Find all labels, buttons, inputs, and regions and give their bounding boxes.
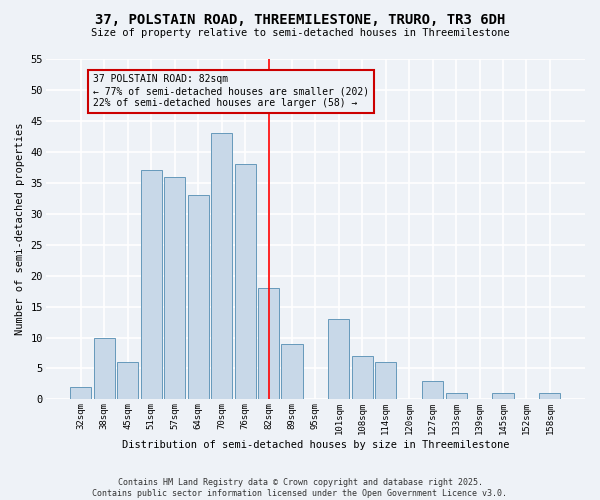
Y-axis label: Number of semi-detached properties: Number of semi-detached properties (15, 123, 25, 336)
Bar (140, 170, 162, 400)
Bar (328, 319, 349, 400)
Bar (94, 338, 115, 400)
Bar (258, 288, 279, 400)
Bar (281, 344, 302, 400)
Bar (164, 176, 185, 400)
Bar (493, 393, 514, 400)
Text: Contains HM Land Registry data © Crown copyright and database right 2025.
Contai: Contains HM Land Registry data © Crown c… (92, 478, 508, 498)
Bar (375, 362, 397, 400)
Bar (422, 381, 443, 400)
Text: Size of property relative to semi-detached houses in Threemilestone: Size of property relative to semi-detach… (91, 28, 509, 38)
Bar (117, 362, 139, 400)
X-axis label: Distribution of semi-detached houses by size in Threemilestone: Distribution of semi-detached houses by … (122, 440, 509, 450)
Bar (211, 134, 232, 400)
Bar (188, 195, 209, 400)
Bar (235, 164, 256, 400)
Text: 37, POLSTAIN ROAD, THREEMILESTONE, TRURO, TR3 6DH: 37, POLSTAIN ROAD, THREEMILESTONE, TRURO… (95, 12, 505, 26)
Text: 37 POLSTAIN ROAD: 82sqm
← 77% of semi-detached houses are smaller (202)
22% of s: 37 POLSTAIN ROAD: 82sqm ← 77% of semi-de… (92, 74, 369, 108)
Bar (352, 356, 373, 400)
Bar (446, 393, 467, 400)
Bar (70, 387, 91, 400)
Bar (539, 393, 560, 400)
